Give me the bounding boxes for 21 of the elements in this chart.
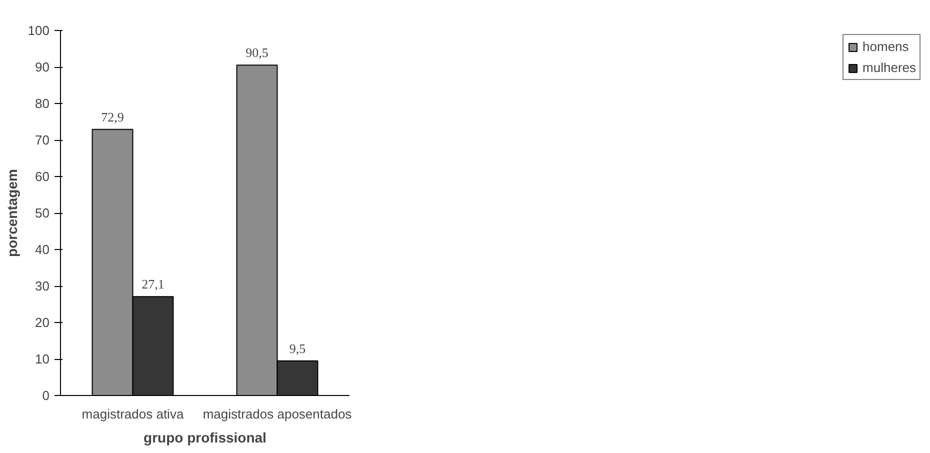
- legend-label: homens: [862, 39, 909, 54]
- data-label: 9,5: [289, 340, 306, 356]
- y-tick-label: 80: [35, 96, 50, 111]
- y-tick-label: 60: [35, 169, 50, 184]
- y-tick-label: 70: [35, 132, 50, 148]
- x-axis-title: grupo profissional: [144, 430, 266, 446]
- x-tick-label: magistrados aposentados: [202, 406, 352, 422]
- x-tick-label: magistrados ativa: [82, 406, 184, 422]
- data-label: 27,1: [142, 276, 164, 292]
- y-tick-label: 20: [35, 315, 50, 330]
- data-label: 72,9: [101, 109, 124, 124]
- legend-label: mulheres: [862, 60, 916, 75]
- y-axis-title: porcentagem: [4, 169, 20, 257]
- y-tick-label: 30: [35, 278, 50, 294]
- y-tick-label: 0: [42, 388, 50, 403]
- y-tick-label: 10: [35, 352, 50, 366]
- data-label: 90,5: [246, 45, 268, 60]
- y-tick-label: 90: [35, 60, 50, 74]
- y-tick-label: 50: [35, 206, 50, 220]
- y-tick-label: 40: [35, 242, 50, 257]
- y-tick-label: 100: [28, 23, 50, 38]
